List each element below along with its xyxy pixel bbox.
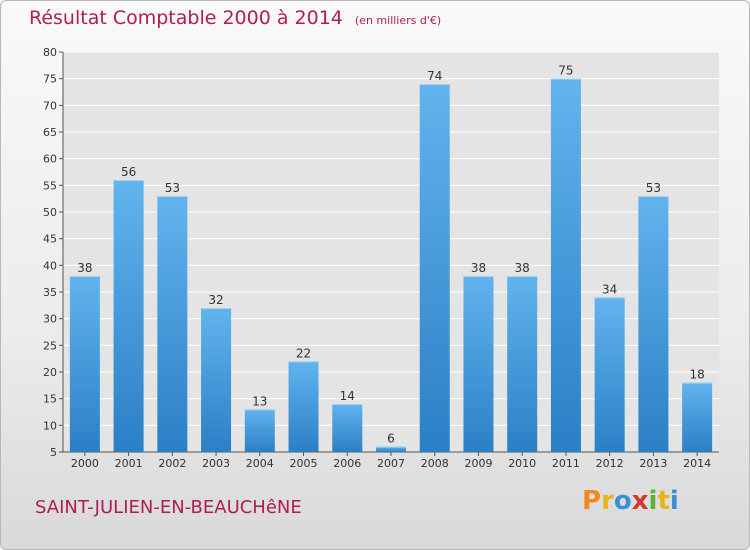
y-tick-label: 65 xyxy=(43,126,57,139)
x-tick-label: 2003 xyxy=(202,457,230,470)
x-tick-label: 2005 xyxy=(290,457,318,470)
x-tick-label: 2013 xyxy=(639,457,667,470)
proxiti-logo: Proxiti xyxy=(582,486,679,516)
chart-subtitle: (en milliers d'€) xyxy=(354,14,442,27)
x-tick-label: 2000 xyxy=(71,457,99,470)
place-name: SAINT-JULIEN-EN-BEAUCHêNE xyxy=(35,497,302,518)
bar xyxy=(332,404,363,452)
y-tick-label: 10 xyxy=(43,419,57,432)
data-label: 22 xyxy=(296,346,311,360)
x-tick-label: 2010 xyxy=(508,457,536,470)
y-tick-label: 20 xyxy=(43,366,57,379)
data-label: 53 xyxy=(165,181,180,195)
x-tick-label: 2011 xyxy=(552,457,580,470)
chart-title: Résultat Comptable 2000 à 2014 xyxy=(29,7,343,29)
x-tick-label: 2014 xyxy=(683,457,711,470)
bar xyxy=(157,196,188,452)
bar xyxy=(288,361,319,452)
y-tick-label: 5 xyxy=(50,446,57,459)
logo-letter: o xyxy=(613,486,632,516)
bar xyxy=(682,382,713,452)
bar xyxy=(69,276,100,452)
x-tick-label: 2007 xyxy=(377,457,405,470)
logo-letter: t xyxy=(657,486,670,516)
x-tick-label: 2006 xyxy=(333,457,361,470)
x-tick-label: 2012 xyxy=(596,457,624,470)
y-tick-label: 35 xyxy=(43,286,57,299)
bar xyxy=(113,180,144,452)
data-label: 38 xyxy=(515,261,530,275)
y-tick-label: 25 xyxy=(43,339,57,352)
x-tick-label: 2004 xyxy=(246,457,274,470)
data-label: 38 xyxy=(471,261,486,275)
data-label: 75 xyxy=(558,64,573,78)
y-tick-label: 75 xyxy=(43,73,57,86)
x-tick-label: 2009 xyxy=(464,457,492,470)
data-label: 6 xyxy=(387,432,395,446)
title-row: Résultat Comptable 2000 à 2014 (en millie… xyxy=(29,7,441,29)
data-label: 14 xyxy=(340,389,355,403)
y-tick-label: 50 xyxy=(43,206,57,219)
y-tick-label: 55 xyxy=(43,179,57,192)
y-tick-label: 70 xyxy=(43,99,57,112)
data-label: 13 xyxy=(252,394,267,408)
y-tick-label: 30 xyxy=(43,313,57,326)
data-label: 53 xyxy=(646,181,661,195)
bar xyxy=(638,196,669,452)
bar xyxy=(507,276,538,452)
logo-letter: P xyxy=(582,486,602,516)
bar xyxy=(419,84,450,452)
data-label: 38 xyxy=(77,261,92,275)
y-tick-label: 80 xyxy=(43,46,57,59)
data-label: 34 xyxy=(602,282,617,296)
logo-letter: r xyxy=(601,486,614,516)
data-label: 74 xyxy=(427,69,442,83)
logo-letter: i xyxy=(669,486,679,516)
data-label: 56 xyxy=(121,165,136,179)
y-tick-label: 45 xyxy=(43,233,57,246)
bar xyxy=(463,276,494,452)
bar xyxy=(201,308,232,452)
x-tick-label: 2001 xyxy=(115,457,143,470)
bar xyxy=(550,78,581,453)
data-label: 32 xyxy=(208,293,223,307)
y-tick-label: 40 xyxy=(43,259,57,272)
logo-letter: i xyxy=(648,486,658,516)
x-tick-label: 2008 xyxy=(421,457,449,470)
logo-letter: x xyxy=(631,486,649,516)
bar xyxy=(376,446,406,452)
bar xyxy=(244,409,275,452)
y-tick-label: 15 xyxy=(43,393,57,406)
x-tick-label: 2002 xyxy=(158,457,186,470)
bar xyxy=(594,297,625,452)
y-tick-label: 60 xyxy=(43,153,57,166)
data-label: 18 xyxy=(689,368,704,382)
